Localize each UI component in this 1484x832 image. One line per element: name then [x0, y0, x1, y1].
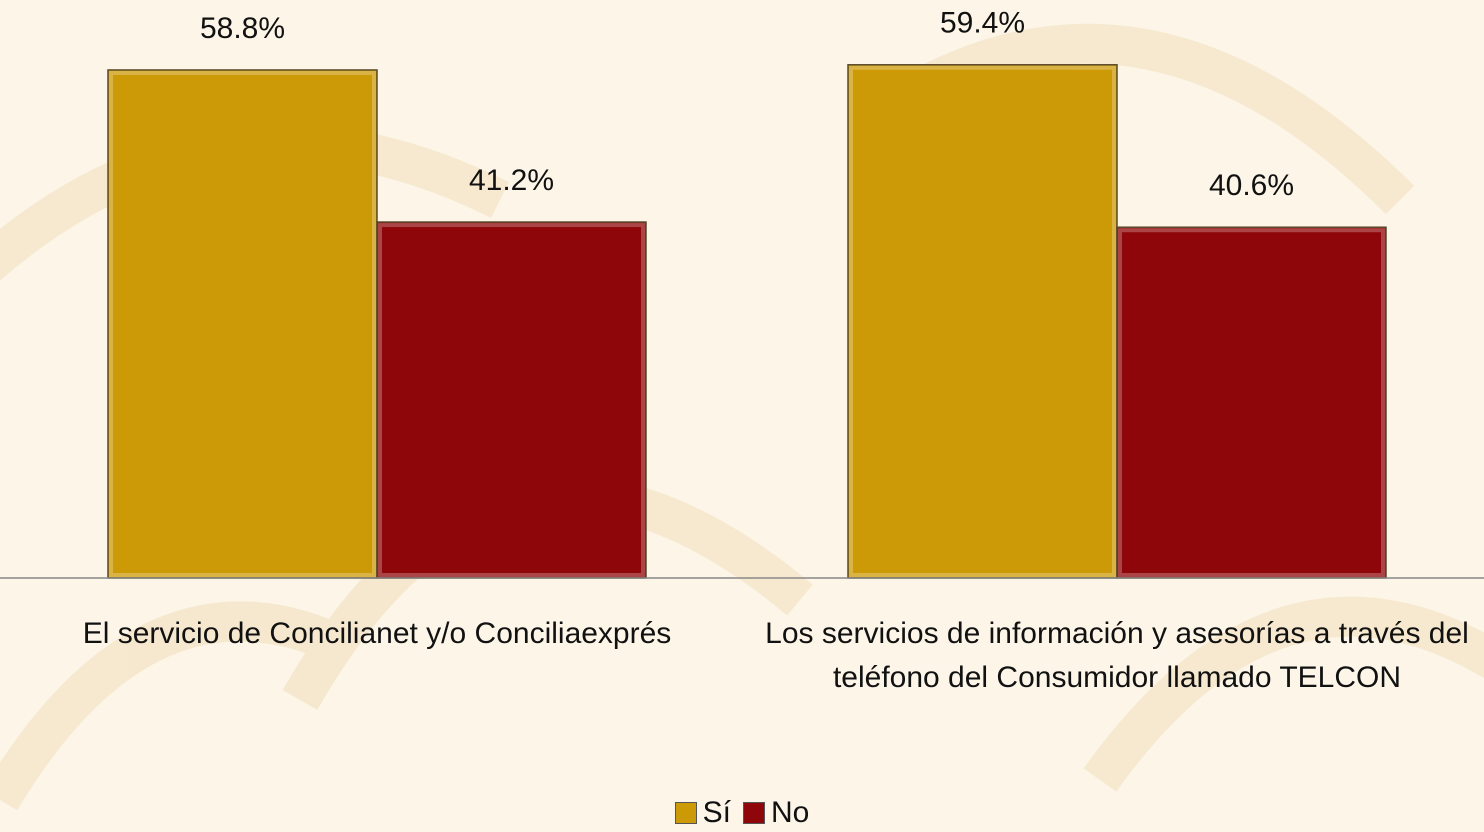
bar: [107, 69, 378, 579]
legend: Sí No: [0, 796, 1484, 832]
legend-swatch: [674, 802, 697, 824]
data-label: 58.8%: [200, 12, 285, 45]
bar-bevel: [109, 70, 376, 578]
data-label: 41.2%: [469, 164, 554, 197]
bar-bevel: [849, 65, 1116, 577]
bar-bevel: [378, 223, 645, 577]
bar: [847, 64, 1118, 579]
x-tick-label: Los servicios de información y asesorías…: [765, 617, 1469, 694]
legend-item: No: [743, 796, 809, 830]
legend-item: Sí: [674, 796, 731, 830]
bar: [1116, 226, 1387, 579]
bar: [376, 221, 647, 579]
legend-label: Sí: [702, 796, 731, 829]
legend-swatch: [743, 802, 765, 824]
data-label: 59.4%: [940, 7, 1025, 40]
bar-bevel: [1118, 228, 1385, 577]
x-tick-label: El servicio de Concilianet y/o Conciliae…: [82, 617, 672, 650]
data-label: 40.6%: [1209, 169, 1294, 202]
legend-label: No: [771, 796, 810, 829]
